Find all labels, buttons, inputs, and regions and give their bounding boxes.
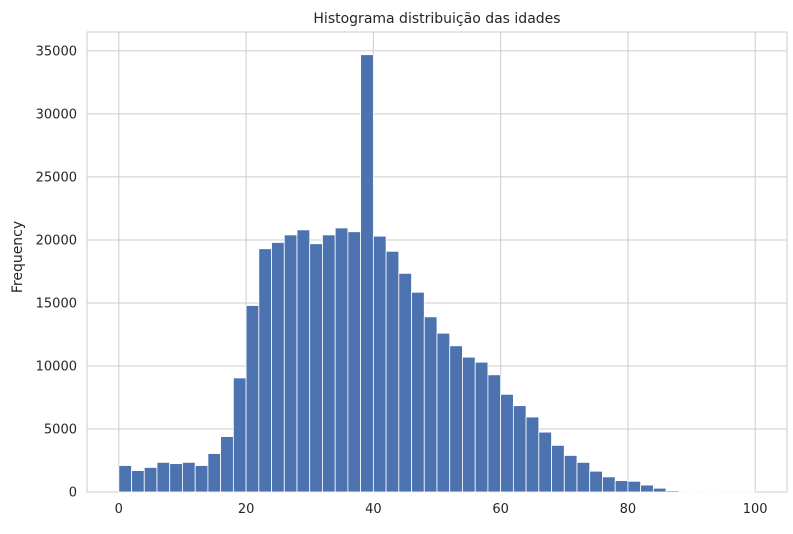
histogram-bar [386,251,399,492]
histogram-bar [666,491,679,492]
histogram-bar [475,362,488,492]
y-tick-label: 30000 [36,107,77,122]
histogram-bar [208,454,221,492]
y-axis-label: Frequency [10,221,26,293]
histogram-bar [564,455,577,492]
histogram-bar [628,481,641,492]
y-tick-label: 15000 [36,296,77,311]
histogram-bar [170,464,183,492]
histogram-bar [233,378,246,492]
histogram-bar [653,488,666,492]
y-tick-label: 35000 [36,44,77,59]
histogram-bar [144,467,157,492]
histogram-bar [450,346,463,492]
histogram-bar [552,445,565,492]
histogram-bar [577,462,590,492]
x-tick-label: 0 [115,502,123,517]
y-tick-label: 20000 [36,233,77,248]
histogram-bar [157,462,170,492]
x-tick-label: 60 [492,502,509,517]
histogram-bars [119,55,755,492]
histogram-bar [259,249,272,492]
histogram-bar [310,244,323,492]
histogram-bar [679,491,692,492]
histogram-bar [335,228,348,492]
histogram-bar [526,417,539,492]
histogram-bar [424,317,437,492]
histogram-bar [641,485,654,492]
histogram-bar [246,305,259,492]
histogram-bar [615,481,628,492]
x-tick-label: 40 [365,502,382,517]
histogram-bar [221,437,234,492]
histogram-bar [297,230,310,492]
y-tick-label: 10000 [36,359,77,374]
histogram-bar [412,292,425,492]
histogram-bar [602,477,615,492]
histogram-bar [132,471,145,492]
chart-title: Histograma distribuição das idades [313,11,560,27]
x-tick-label: 20 [238,502,255,517]
histogram-bar [590,471,603,492]
x-tick-label: 80 [620,502,637,517]
histogram-bar [272,242,285,492]
histogram-bar [361,55,374,492]
histogram-bar [399,273,412,492]
histogram-bar [348,232,361,492]
histogram-bar [284,235,297,492]
x-tick-labels: 0 20 40 60 80 100 [115,502,768,517]
histogram-bar [373,236,386,492]
y-tick-label: 0 [69,486,77,501]
histogram-bar [182,462,195,492]
y-tick-labels: 0 5000 10000 15000 20000 25000 30000 35000 [36,44,77,500]
histogram-bar [322,235,335,492]
histogram-bar [119,466,132,492]
histogram-bar [501,394,514,492]
histogram-bar [513,406,526,492]
y-tick-label: 5000 [44,422,77,437]
histogram-bar [195,466,208,492]
histogram-bar [462,357,475,492]
histogram-bar [437,333,450,492]
x-tick-label: 100 [743,502,768,517]
histogram-bar [488,375,501,492]
histogram-bar [539,432,552,492]
y-tick-label: 25000 [36,170,77,185]
